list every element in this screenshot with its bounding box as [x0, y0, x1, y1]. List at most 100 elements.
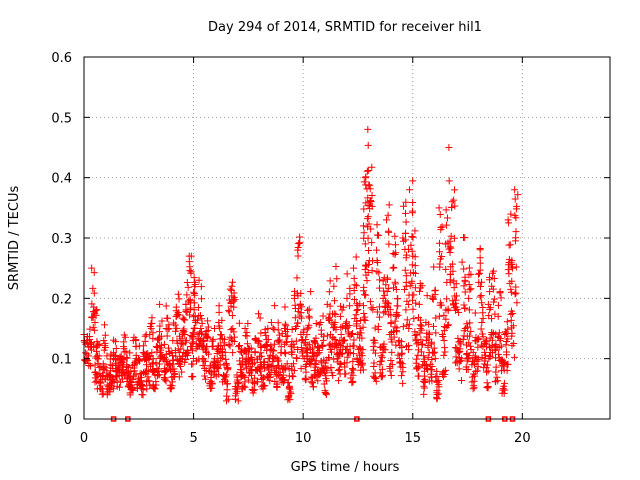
- data-point: [359, 366, 367, 374]
- data-point: [183, 278, 191, 286]
- data-point: [476, 293, 484, 301]
- data-point: [392, 310, 400, 318]
- data-point: [351, 314, 359, 322]
- data-point: [194, 303, 202, 311]
- data-point: [478, 299, 486, 307]
- data-point: [432, 329, 440, 337]
- data-point: [413, 364, 421, 372]
- data-point: [391, 241, 399, 249]
- data-point: [321, 369, 329, 377]
- data-point: [490, 274, 498, 282]
- data-point: [474, 355, 482, 363]
- data-point: [225, 340, 233, 348]
- data-point: [368, 267, 376, 275]
- data-point: [478, 318, 486, 326]
- data-point: [278, 376, 286, 384]
- data-point: [162, 368, 170, 376]
- data-point: [149, 355, 157, 363]
- x-tick-label: 10: [295, 431, 312, 446]
- data-point: [400, 237, 408, 245]
- data-point: [269, 354, 277, 362]
- data-point: [363, 277, 371, 285]
- data-point: [217, 331, 225, 339]
- data-point: [474, 343, 482, 351]
- data-point: [396, 342, 404, 350]
- data-point: [387, 372, 395, 380]
- data-point: [451, 202, 459, 210]
- data-point: [450, 284, 458, 292]
- data-point: [174, 310, 182, 318]
- data-point: [481, 348, 489, 356]
- data-point: [410, 315, 418, 323]
- data-point: [140, 342, 148, 350]
- data-point: [274, 326, 282, 334]
- data-point: [399, 379, 407, 387]
- data-point: [387, 357, 395, 365]
- data-point: [190, 290, 198, 298]
- data-point: [331, 318, 339, 326]
- data-point: [383, 287, 391, 295]
- data-point: [409, 209, 417, 217]
- data-point: [192, 345, 200, 353]
- data-point: [356, 325, 364, 332]
- data-point: [201, 372, 209, 380]
- data-point: [195, 276, 203, 284]
- data-point: [381, 291, 389, 299]
- data-point: [494, 312, 502, 320]
- data-point: [282, 332, 290, 340]
- data-point: [88, 338, 96, 346]
- data-point: [295, 239, 303, 247]
- data-point: [466, 286, 474, 294]
- data-point: [89, 323, 97, 331]
- data-point: [512, 289, 520, 297]
- data-point: [468, 373, 476, 381]
- data-point: [267, 342, 275, 350]
- data-point: [149, 367, 157, 375]
- data-point: [452, 296, 460, 304]
- data-point: [234, 383, 242, 391]
- data-point: [347, 374, 355, 382]
- data-point: [353, 306, 361, 314]
- data-point: [397, 338, 405, 346]
- data-point: [374, 259, 382, 267]
- data-point: [427, 340, 435, 348]
- data-point: [346, 302, 354, 310]
- data-point: [102, 364, 110, 372]
- data-point: [357, 356, 365, 364]
- data-point: [402, 218, 410, 226]
- data-point: [368, 163, 376, 171]
- data-point: [93, 342, 101, 350]
- data-point: [426, 360, 434, 368]
- data-point: [346, 284, 354, 292]
- data-point: [477, 341, 485, 349]
- data-point: [202, 375, 210, 383]
- data-point: [175, 295, 183, 303]
- data-point: [197, 283, 205, 291]
- data-point: [137, 377, 145, 385]
- x-tick-label: 20: [514, 431, 531, 446]
- data-point: [504, 266, 512, 274]
- data-point: [104, 388, 112, 396]
- data-point: [179, 314, 187, 322]
- data-point: [270, 347, 278, 355]
- data-point: [508, 277, 516, 285]
- data-point: [483, 383, 491, 391]
- data-point: [365, 220, 373, 228]
- data-point: [245, 359, 253, 367]
- data-point: [189, 360, 197, 368]
- data-point: [455, 309, 463, 317]
- data-point: [155, 371, 163, 379]
- data-point: [148, 314, 156, 322]
- data-point: [186, 311, 194, 319]
- y-tick-label: 0.4: [51, 172, 72, 187]
- data-point: [381, 297, 389, 305]
- data-point: [476, 254, 484, 262]
- data-point: [365, 261, 373, 269]
- data-point: [284, 332, 292, 340]
- data-point: [348, 365, 356, 373]
- data-point: [497, 294, 505, 302]
- data-point: [292, 354, 300, 362]
- data-point: [128, 385, 136, 393]
- data-point: [350, 342, 358, 350]
- data-point: [337, 341, 345, 349]
